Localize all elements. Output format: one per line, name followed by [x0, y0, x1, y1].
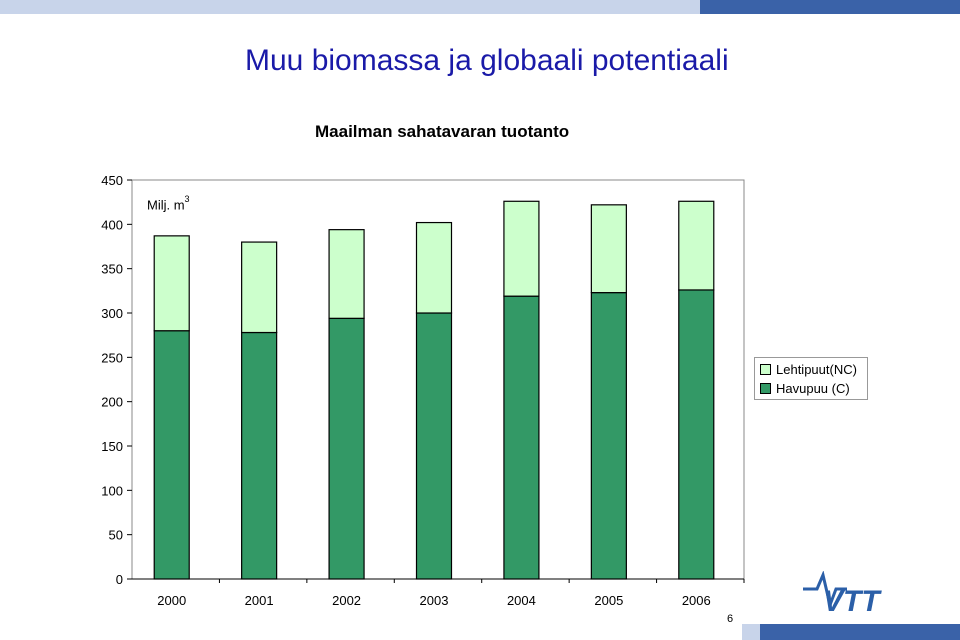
y-unit-text: Milj. m	[147, 197, 185, 213]
bar-lehtipuut-2001	[241, 241, 278, 334]
bar-lehtipuut-2004	[503, 200, 540, 297]
bar-havupuu-2005	[590, 292, 627, 580]
y-tick-label: 250	[101, 350, 123, 365]
legend-item-lehtipuut: Lehtipuut(NC)	[760, 361, 857, 377]
legend-swatch-lehtipuut	[760, 363, 771, 375]
bar-havupuu-2001	[241, 331, 278, 580]
x-tick-label: 2005	[594, 593, 623, 608]
bar-havupuu-2000	[153, 330, 190, 580]
page-number: 6	[727, 613, 734, 625]
top-decor-bar	[0, 0, 960, 14]
bar-havupuu-2004	[503, 295, 540, 580]
top-bar-light	[0, 0, 700, 14]
bar-lehtipuut-2000	[153, 235, 190, 332]
bar-havupuu-2003	[415, 312, 453, 580]
bar-lehtipuut-2006	[678, 200, 715, 291]
y-unit-superscript: 3	[184, 194, 190, 204]
bottom-decor-light	[742, 624, 760, 640]
x-tick-label: 2003	[420, 593, 449, 608]
x-tick-label: 2001	[245, 593, 274, 608]
legend-item-havupuu: Havupuu (C)	[760, 380, 850, 396]
legend-label-havupuu: Havupuu (C)	[776, 380, 850, 396]
bar-havupuu-2002	[328, 317, 365, 580]
legend-label-lehtipuut: Lehtipuut(NC)	[776, 361, 857, 377]
x-tick-label: 2006	[682, 593, 711, 608]
chart-title: Maailman sahatavaran tuotanto	[315, 122, 570, 141]
bar-lehtipuut-2005	[590, 204, 627, 294]
y-tick-label: 400	[101, 217, 123, 232]
x-tick-label: 2002	[332, 593, 361, 608]
bar-lehtipuut-2002	[328, 229, 365, 319]
bottom-decor-blue	[760, 624, 960, 640]
y-tick-label: 100	[101, 483, 123, 498]
y-tick-label: 50	[109, 528, 123, 543]
y-unit-label: Milj. m3	[147, 194, 190, 213]
vtt-logo-wave	[803, 571, 847, 611]
chart-legend: Lehtipuut(NC) Havupuu (C)	[754, 357, 868, 400]
legend-swatch-havupuu	[760, 382, 771, 394]
y-tick-label: 450	[101, 173, 123, 188]
y-tick-label: 200	[101, 395, 123, 410]
slide-title: Muu biomassa ja globaali potentiaali	[245, 44, 729, 77]
x-tick-label: 2000	[157, 593, 186, 608]
y-tick-label: 350	[101, 262, 123, 277]
bar-lehtipuut-2003	[415, 221, 453, 314]
vtt-logo: VTT	[803, 571, 882, 615]
y-tick-label: 0	[116, 572, 123, 587]
x-tick-label: 2004	[507, 593, 536, 608]
y-tick-label: 150	[101, 439, 123, 454]
y-tick-label: 300	[101, 306, 123, 321]
vtt-logo-text: VTT	[823, 585, 882, 615]
top-bar-blue	[700, 0, 960, 14]
bar-havupuu-2006	[678, 289, 715, 580]
